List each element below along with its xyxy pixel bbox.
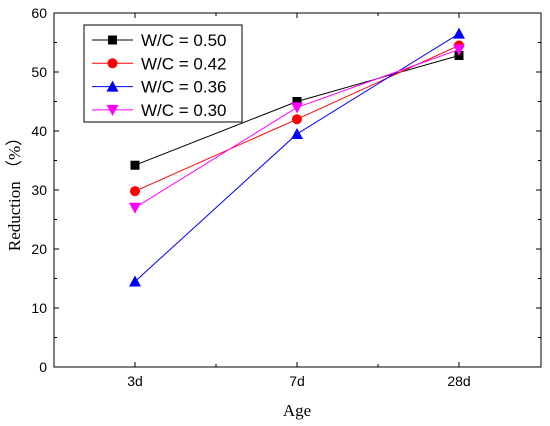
legend-label: W/C = 0.36: [141, 78, 227, 97]
x-tick-label: 7d: [289, 373, 305, 389]
data-point: [453, 27, 465, 39]
series-layer: [129, 27, 465, 287]
legend: W/C = 0.50 W/C = 0.42 W/C = 0.36 W/C = 0.30: [83, 24, 243, 123]
y-axis-title: Reduction （%）: [5, 129, 24, 251]
data-point: [129, 275, 141, 287]
series-3: [129, 44, 465, 214]
x-tick-label: 28d: [447, 373, 470, 389]
y-tick-label: 0: [39, 359, 47, 375]
legend-marker: [108, 35, 117, 45]
x-axis: 3d 7d 28d: [127, 13, 471, 389]
legend-label: W/C = 0.30: [141, 101, 227, 120]
data-point: [292, 114, 302, 125]
y-tick-label: 40: [31, 123, 47, 139]
data-point: [291, 127, 303, 139]
y-tick-label: 60: [31, 5, 47, 21]
data-point: [130, 160, 140, 170]
series-2: [129, 27, 465, 287]
y-axis: 0 10 20 30 40 50 60: [31, 5, 541, 375]
legend-marker: [106, 80, 119, 92]
data-point: [130, 186, 140, 197]
legend-item: W/C = 0.50: [92, 31, 227, 50]
x-axis-title: Age: [283, 401, 311, 420]
y-tick-label: 10: [31, 300, 47, 316]
data-point: [292, 97, 302, 106]
legend-marker: [107, 58, 118, 69]
legend-item: W/C = 0.30: [92, 101, 227, 120]
data-point: [129, 202, 141, 214]
data-point: [291, 102, 303, 114]
y-tick-label: 20: [31, 241, 47, 257]
legend-item: W/C = 0.36: [92, 78, 227, 97]
legend-item: W/C = 0.42: [92, 54, 227, 73]
data-point: [453, 44, 465, 56]
y-tick-label: 50: [31, 64, 47, 80]
y-tick-label: 30: [31, 182, 47, 198]
x-tick-label: 3d: [127, 373, 143, 389]
legend-label: W/C = 0.42: [141, 54, 227, 73]
legend-label: W/C = 0.50: [141, 31, 227, 50]
legend-marker: [106, 104, 119, 116]
